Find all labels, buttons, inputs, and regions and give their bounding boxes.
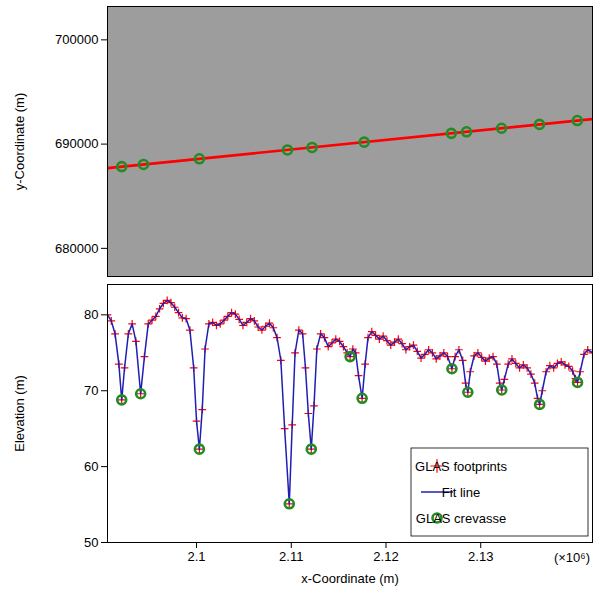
- svg-text:Fit line: Fit line: [442, 485, 480, 500]
- svg-text:60: 60: [84, 459, 98, 474]
- svg-text:2.11: 2.11: [279, 549, 303, 564]
- svg-text:GLAS crevasse: GLAS crevasse: [416, 511, 506, 526]
- svg-text:50: 50: [84, 535, 98, 550]
- svg-text:2.1: 2.1: [188, 549, 206, 564]
- svg-text:2.12: 2.12: [373, 549, 398, 564]
- svg-text:GLAS footprints: GLAS footprints: [415, 459, 507, 474]
- svg-text:y-Coordinate (m): y-Coordinate (m): [12, 93, 27, 191]
- svg-text:680000: 680000: [55, 241, 98, 256]
- svg-text:2.13: 2.13: [468, 549, 493, 564]
- svg-text:x-Coordinate (m): x-Coordinate (m): [301, 571, 399, 586]
- svg-text:700000: 700000: [55, 32, 98, 47]
- svg-text:(×10⁶): (×10⁶): [554, 550, 590, 565]
- svg-text:80: 80: [84, 307, 98, 322]
- svg-text:Elevation (m): Elevation (m): [12, 375, 27, 452]
- svg-text:70: 70: [84, 383, 98, 398]
- svg-text:690000: 690000: [55, 136, 98, 151]
